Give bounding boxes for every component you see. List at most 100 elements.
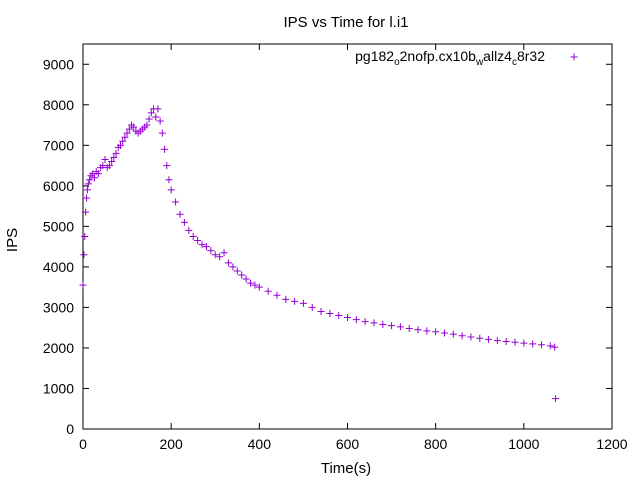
data-point — [147, 109, 155, 117]
data-point — [432, 328, 440, 336]
data-point — [121, 133, 129, 141]
data-point — [86, 176, 94, 184]
data-point — [511, 338, 519, 346]
x-axis-label: Time(s) — [321, 460, 371, 477]
y-tick-label: 2000 — [43, 340, 74, 356]
data-point — [185, 226, 193, 234]
x-tick-label: 200 — [159, 436, 183, 452]
data-point — [458, 332, 466, 340]
chart-title: IPS vs Time for l.i1 — [283, 14, 408, 31]
data-point — [90, 174, 98, 182]
y-tick-label: 6000 — [43, 178, 74, 194]
data-point — [125, 125, 133, 133]
data-point — [242, 275, 250, 283]
legend-label: pg182o2nofp.cx10bwallz4c8r32 — [355, 48, 545, 68]
data-point — [308, 303, 316, 311]
y-tick-label: 7000 — [43, 137, 74, 153]
data-point — [82, 208, 90, 216]
data-point — [229, 263, 237, 271]
data-point — [116, 141, 124, 149]
x-tick-label: 600 — [336, 436, 360, 452]
data-point — [255, 283, 263, 291]
y-tick-label: 9000 — [43, 56, 74, 72]
data-point — [145, 115, 153, 123]
data-point — [546, 342, 554, 350]
data-point — [476, 334, 484, 342]
y-tick-label: 8000 — [43, 97, 74, 113]
data-points — [79, 105, 560, 403]
data-point — [80, 251, 88, 259]
data-point — [493, 337, 501, 345]
data-point — [485, 335, 493, 343]
legend: pg182o2nofp.cx10bwallz4c8r32 — [355, 48, 578, 68]
data-point — [108, 158, 116, 166]
data-point — [84, 180, 92, 188]
data-point — [361, 318, 369, 326]
data-point — [154, 105, 162, 113]
data-point — [414, 326, 422, 334]
data-point — [101, 156, 109, 163]
data-point — [529, 340, 537, 348]
data-point — [317, 307, 325, 315]
data-point — [123, 129, 131, 137]
data-point — [211, 251, 219, 259]
data-point — [370, 319, 378, 327]
data-point — [291, 297, 299, 305]
axis-ticks: 0 200 400 600 800 1000 1200 0 1000 2000 3000 4000 50… — [43, 44, 628, 452]
data-point — [440, 329, 448, 337]
data-point — [552, 395, 560, 403]
data-point — [81, 233, 89, 240]
data-point — [158, 129, 166, 137]
data-point — [537, 341, 545, 349]
data-point — [264, 287, 272, 295]
data-point — [167, 186, 175, 194]
data-point — [83, 186, 91, 194]
data-point — [282, 295, 290, 303]
data-point — [216, 253, 224, 261]
data-point — [194, 237, 202, 245]
data-point — [247, 279, 255, 287]
data-point — [198, 241, 206, 249]
x-tick-label: 800 — [424, 436, 448, 452]
data-point — [467, 333, 475, 341]
data-point — [165, 176, 173, 184]
data-point — [143, 121, 151, 129]
data-point — [326, 310, 334, 317]
data-point — [273, 291, 281, 299]
data-point — [396, 323, 404, 331]
data-point — [112, 149, 120, 157]
data-point — [251, 281, 259, 289]
data-point — [423, 327, 431, 335]
data-point — [180, 218, 188, 226]
data-point — [220, 249, 228, 257]
data-point — [207, 247, 215, 255]
data-point — [405, 324, 413, 332]
data-point — [352, 316, 360, 324]
data-point — [161, 145, 169, 153]
data-point — [94, 170, 102, 178]
data-point — [79, 281, 87, 289]
data-point — [105, 162, 113, 170]
data-point — [299, 299, 307, 307]
data-point — [224, 259, 232, 267]
plot-frame — [82, 43, 613, 430]
data-point — [156, 117, 164, 125]
data-point — [233, 267, 241, 275]
data-point — [172, 198, 180, 206]
data-point — [176, 210, 184, 218]
data-point — [335, 312, 343, 320]
data-point — [99, 162, 107, 170]
data-point — [83, 194, 91, 202]
data-point — [110, 153, 118, 161]
data-point — [520, 339, 528, 347]
data-point — [344, 314, 351, 322]
x-tick-label: 400 — [248, 436, 272, 452]
data-point — [130, 123, 138, 131]
data-point — [152, 113, 160, 121]
data-point — [502, 337, 510, 345]
y-tick-label: 0 — [66, 421, 74, 437]
x-tick-label: 1000 — [508, 436, 539, 452]
y-axis-label: IPS — [4, 228, 21, 252]
x-tick-label: 0 — [79, 436, 87, 452]
data-point — [238, 271, 246, 279]
